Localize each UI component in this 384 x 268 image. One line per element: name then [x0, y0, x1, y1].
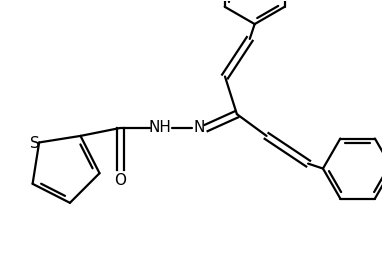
Text: NH: NH [148, 121, 171, 136]
Text: N: N [194, 121, 205, 136]
Text: S: S [30, 136, 40, 151]
Text: O: O [114, 173, 126, 188]
